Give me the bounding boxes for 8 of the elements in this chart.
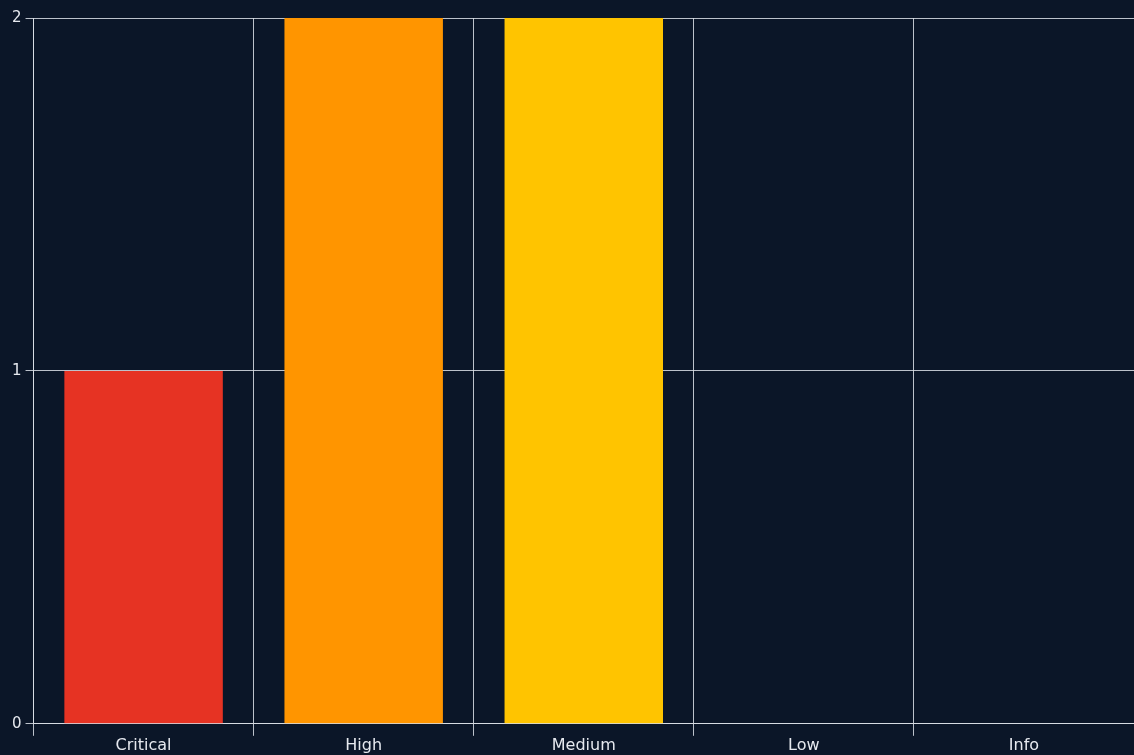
x-tick-label: Info — [1008, 734, 1040, 754]
x-tick-label: Low — [788, 734, 820, 754]
y-tick-label: 2 — [12, 7, 22, 26]
x-tick-label: High — [345, 734, 383, 754]
x-tick-label: Medium — [551, 734, 616, 754]
y-tick-label: 0 — [12, 713, 22, 732]
y-tick-label: 1 — [12, 360, 22, 379]
x-tick-label: Critical — [115, 734, 172, 754]
